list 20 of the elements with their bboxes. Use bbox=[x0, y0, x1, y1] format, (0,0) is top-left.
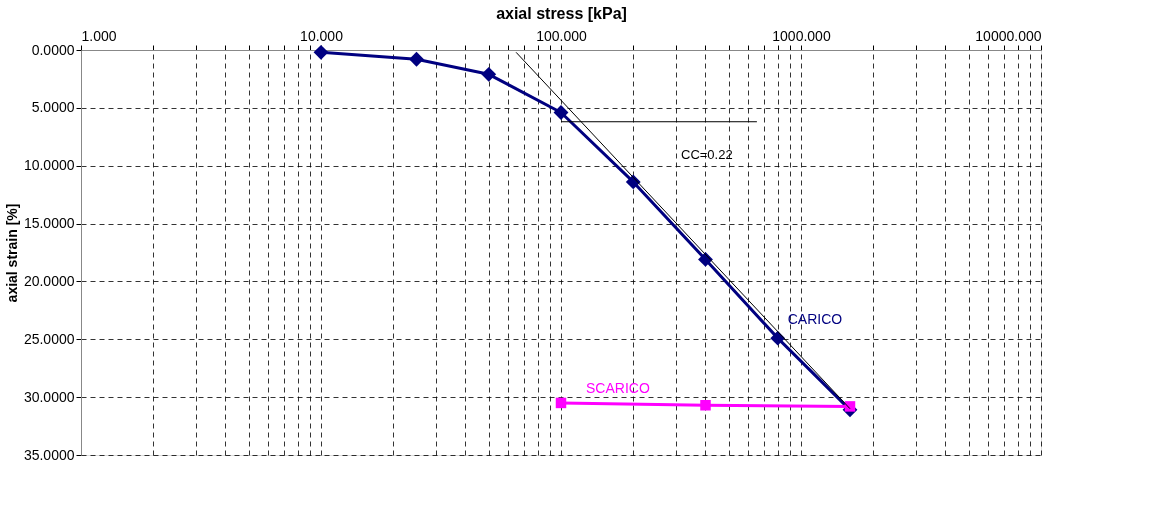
x-tick-label: 1.000 bbox=[81, 27, 117, 44]
series-label: CARICO bbox=[787, 311, 843, 328]
y-tick-label: 35.0000 bbox=[23, 446, 75, 463]
x-tick-label: 10000.000 bbox=[975, 27, 1042, 44]
y-axis-title: axial strain [%] bbox=[3, 203, 20, 303]
x-tick-label: 1000.000 bbox=[772, 27, 831, 44]
annotation: CC=0.22 bbox=[681, 147, 733, 162]
x-tick-label: 10.000 bbox=[300, 27, 344, 44]
point bbox=[481, 66, 497, 82]
y-tick-label: 25.0000 bbox=[23, 330, 75, 347]
series-label: SCARICO bbox=[586, 379, 650, 396]
x-axis-title: axial stress [kPa] bbox=[496, 4, 627, 22]
y-tick-label: 10.0000 bbox=[23, 157, 75, 174]
x-tick-label: 100.000 bbox=[536, 27, 588, 44]
y-tick-label: 30.0000 bbox=[23, 388, 75, 405]
y-tick-label: 0.0000 bbox=[31, 41, 75, 58]
y-tick-label: 20.0000 bbox=[23, 272, 75, 289]
y-tick-label: 15.0000 bbox=[23, 215, 75, 232]
y-tick-label: 5.0000 bbox=[31, 99, 75, 116]
point bbox=[409, 51, 424, 67]
